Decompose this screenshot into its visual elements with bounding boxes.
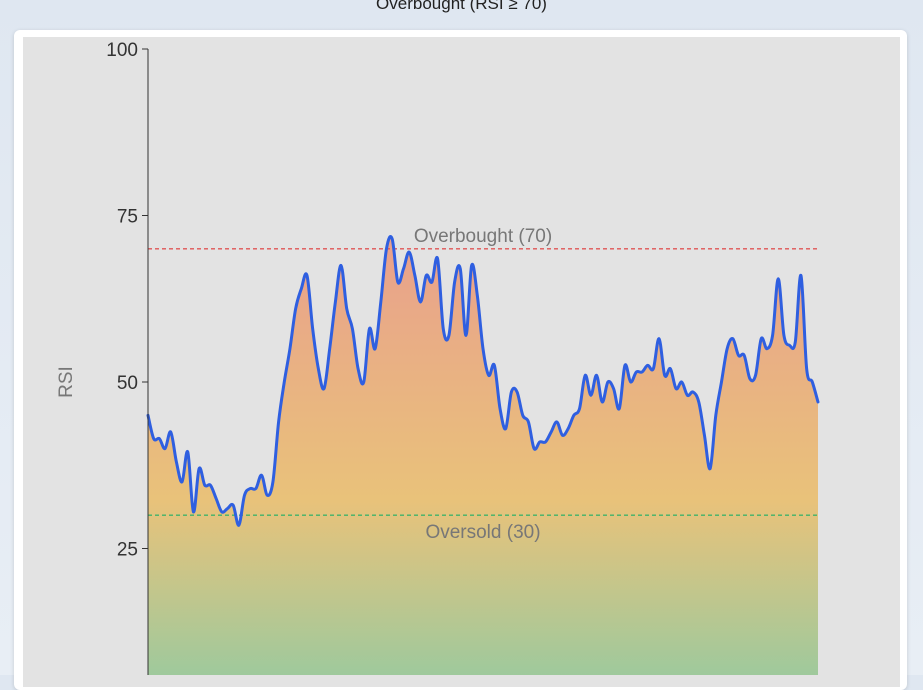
y-axis-ticks: 25 50 75 100: [106, 40, 148, 561]
rsi-series-line: [146, 235, 820, 527]
y-tick-label: 100: [106, 40, 138, 61]
rsi-area-fill: [148, 236, 818, 675]
rsi-chart: Overbought (70) Oversold (30) 255075100 …: [56, 40, 820, 675]
y-axis-title: RSI: [56, 366, 77, 398]
chart-caption: Overbought (RSI ≥ 70): [376, 0, 547, 13]
y-tick-label: 75: [117, 207, 138, 228]
y-tick-label: 50: [117, 373, 138, 394]
oversold-label: Oversold (30): [425, 522, 540, 543]
overbought-label: Overbought (70): [414, 226, 552, 247]
y-tick-label: 25: [117, 540, 138, 561]
